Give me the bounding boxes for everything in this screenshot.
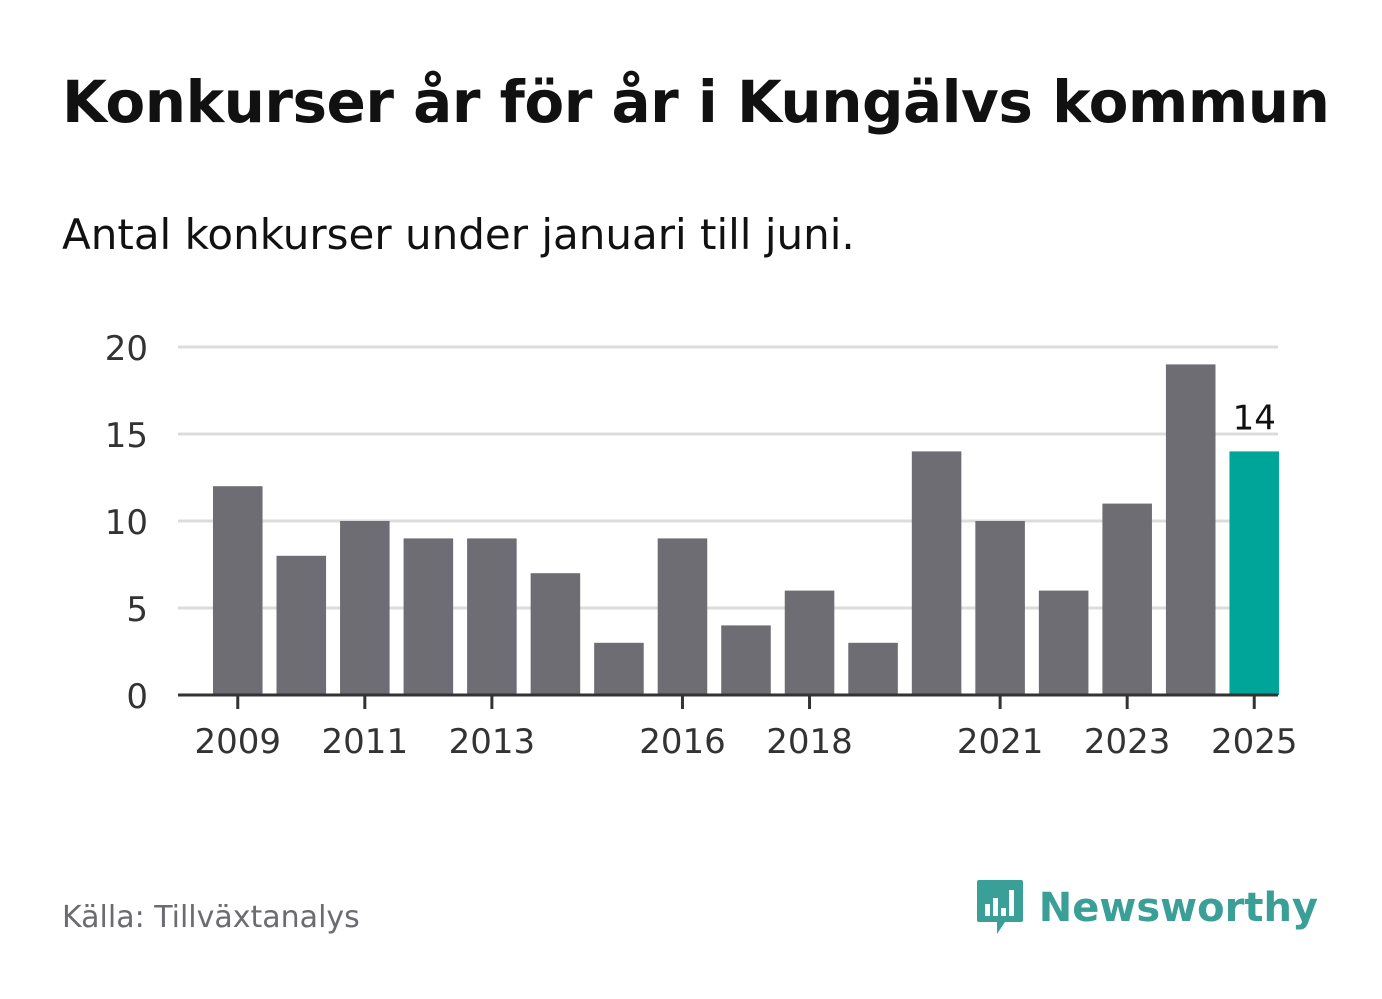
x-tick-label: 2021	[957, 722, 1044, 762]
bar	[1165, 364, 1216, 695]
bar	[657, 538, 708, 695]
bar	[1102, 503, 1152, 695]
x-tick-label: 2011	[322, 722, 409, 762]
bar	[975, 521, 1025, 695]
x-tick-label: 2018	[766, 722, 853, 762]
axes	[178, 693, 1278, 709]
bar	[276, 555, 327, 695]
x-tick-label: 2009	[194, 722, 281, 762]
bar	[1038, 590, 1089, 695]
y-tick-label: 10	[105, 503, 148, 543]
chart-subtitle: Antal konkurser under januari till juni.	[62, 210, 855, 259]
bar	[721, 625, 771, 695]
brand-name: Newsworthy	[1038, 885, 1318, 931]
x-tick-label: 2023	[1084, 722, 1171, 762]
newsworthy-logo-icon	[976, 880, 1023, 934]
bar	[911, 451, 962, 695]
bar	[212, 486, 263, 695]
brand-logo: Newsworthy	[975, 878, 1318, 938]
data-label: 14	[1233, 398, 1276, 438]
x-tick-label: 2025	[1211, 722, 1298, 762]
bar	[403, 538, 454, 695]
source-note: Källa: Tillväxtanalys	[62, 900, 360, 935]
bar	[340, 521, 390, 695]
bar	[848, 642, 898, 695]
y-tick-label: 5	[126, 590, 148, 630]
x-tick-label: 2016	[639, 722, 726, 762]
bars	[212, 364, 1280, 695]
bar	[594, 642, 644, 695]
y-tick-label: 0	[126, 677, 148, 717]
y-tick-label: 20	[105, 329, 148, 369]
bar	[784, 590, 835, 695]
bar	[530, 573, 581, 695]
bar	[467, 538, 517, 695]
x-tick-label: 2013	[449, 722, 536, 762]
labels: 0 5 10 15 20 2009 2011 2013 2016 2018 2021 2023 2025…	[105, 329, 1298, 762]
chart-title: Konkurser år för år i Kungälvs kommun	[62, 68, 1330, 136]
y-tick-label: 15	[105, 416, 148, 456]
bar	[1229, 451, 1280, 695]
